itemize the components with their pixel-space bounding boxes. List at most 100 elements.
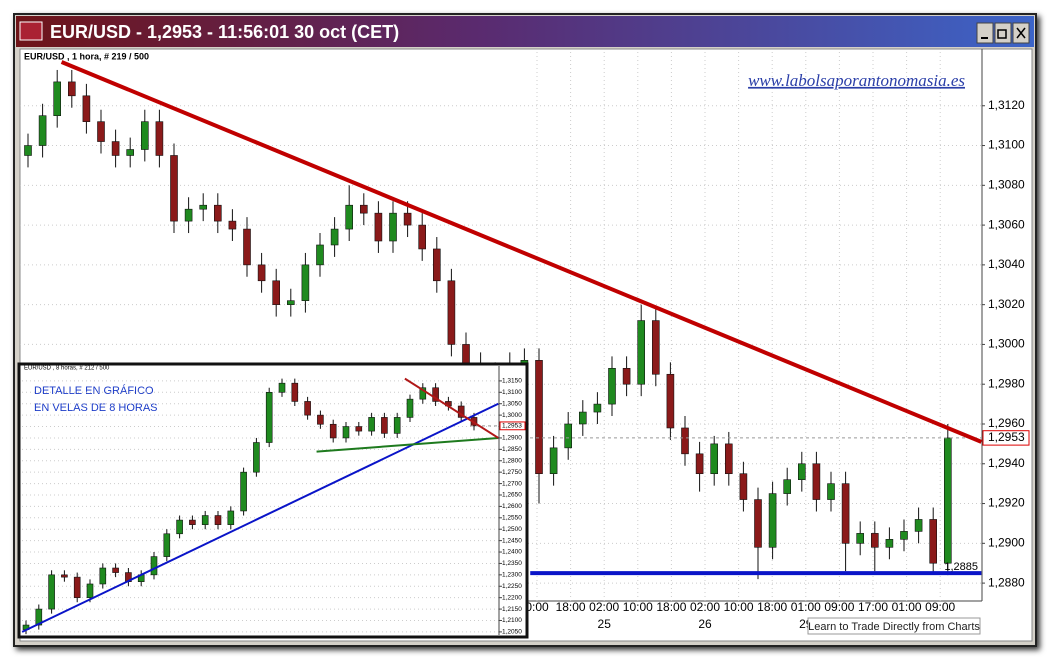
candle-body [754, 499, 762, 548]
inset-chart: EUR/USD , 8 horas, # 212 / 500 DETALLE E… [17, 362, 529, 639]
candle-body [304, 401, 311, 416]
candle-body [929, 519, 938, 564]
candle-body [710, 443, 719, 475]
x-tick-label: 18:00 [757, 600, 787, 614]
candle-body [943, 437, 952, 564]
y-tick-label: 1,3100 [502, 389, 522, 396]
y-tick-label: 1,2050 [502, 629, 522, 636]
date-label: 26 [698, 617, 712, 631]
candle-body [265, 392, 273, 443]
footer-link[interactable]: Learn to Trade Directly from Charts [808, 621, 980, 633]
trendline [316, 436, 499, 453]
candle-body [86, 583, 94, 598]
candle-body [578, 411, 587, 425]
y-tick-label: 1,3020 [988, 297, 1025, 311]
support-label: 1,2885 [944, 561, 978, 573]
candle-body [35, 608, 43, 626]
candle-body [316, 244, 324, 266]
candle-body [827, 483, 835, 500]
x-tick-label: 02:00 [589, 600, 619, 614]
last-price-label: 1,2953 [988, 430, 1025, 444]
x-tick-label: 01:00 [791, 600, 821, 614]
candle-body [201, 515, 209, 525]
y-tick-label: 1,2300 [502, 572, 522, 579]
candle-body [666, 373, 675, 429]
candle-body [301, 264, 310, 301]
trendline [404, 377, 499, 439]
candle-body [381, 417, 388, 434]
candle-body [24, 145, 32, 156]
y-tick-label: 1,3000 [502, 412, 522, 419]
y-tick-label: 1,2940 [988, 456, 1025, 470]
candle-body [111, 141, 120, 156]
candle-body [112, 567, 119, 573]
x-tick-label: 09:00 [925, 600, 955, 614]
y-tick-label: 1,2450 [502, 537, 522, 544]
candle-body [68, 81, 76, 97]
trendline [60, 60, 983, 444]
y-tick-label: 1,3150 [502, 378, 522, 385]
minimize-button[interactable] [976, 22, 994, 44]
y-tick-label: 1,2880 [988, 575, 1025, 589]
last-price-label: 1,2953 [502, 423, 522, 430]
candle-body [637, 320, 646, 385]
candle-body [900, 531, 908, 540]
x-tick-label: 18:00 [556, 600, 586, 614]
inset-annotation: DETALLE EN GRÁFICO [34, 384, 154, 397]
y-axis: 1,31501,31001,30501,30001,29501,29001,28… [22, 378, 522, 636]
y-tick-label: 1,3050 [502, 400, 522, 407]
candle-body [61, 574, 68, 578]
y-tick-label: 1,3060 [988, 217, 1025, 231]
candle-body [170, 155, 178, 222]
y-tick-label: 1,2550 [502, 515, 522, 522]
title-bar [16, 16, 1034, 47]
candle-body [564, 423, 573, 449]
y-tick-label: 1,3120 [988, 98, 1025, 112]
candle-body [278, 382, 286, 393]
trendline [21, 402, 499, 633]
candle-body [447, 280, 456, 345]
y-tick-label: 1,3040 [988, 257, 1025, 271]
candle-body [374, 212, 383, 242]
y-tick-label: 1,3000 [988, 337, 1025, 351]
y-tick-label: 1,2150 [502, 606, 522, 613]
last-price-box [982, 430, 1030, 446]
candle-body [393, 417, 401, 434]
restore-glyph [997, 29, 1007, 39]
candle-body [885, 539, 894, 548]
candle-body [739, 473, 748, 500]
candle-body [73, 576, 81, 598]
candle-body [914, 519, 923, 532]
candle-body [608, 367, 616, 405]
window-buttons[interactable] [976, 22, 1030, 44]
footer-link-box[interactable] [807, 617, 981, 635]
inset-annotation: EN VELAS DE 8 HORAS [34, 402, 158, 414]
candle-body [856, 533, 865, 544]
candle-body [330, 228, 339, 246]
chart-subtitle: EUR/USD , 1 hora, # 219 / 500 [24, 51, 149, 61]
candle-body [345, 204, 354, 230]
candle-body [622, 367, 631, 385]
inset-subtitle: EUR/USD , 8 horas, # 212 / 500 [24, 366, 110, 372]
candle-body [82, 95, 91, 122]
x-tick-label: 02:00 [690, 600, 720, 614]
y-tick-label: 1,2850 [502, 446, 522, 453]
candle-body [870, 533, 879, 548]
watermark: www.labolsaporantonomasia.es [748, 71, 965, 90]
candle-body [797, 463, 806, 480]
candle-body [359, 204, 368, 214]
inset-frame [17, 362, 529, 639]
candle-body [812, 463, 821, 500]
candle-body [272, 280, 281, 305]
y-tick-label: 1,2900 [988, 535, 1025, 549]
y-tick-label: 1,2200 [502, 594, 522, 601]
candle-body [317, 414, 324, 425]
candle-body [462, 344, 470, 365]
candle-body [243, 228, 251, 266]
candle-body [549, 447, 558, 475]
candle-body [368, 417, 375, 432]
y-tick-label: 1,2750 [502, 469, 522, 476]
candle-body [418, 224, 427, 250]
candle-body [651, 320, 660, 375]
